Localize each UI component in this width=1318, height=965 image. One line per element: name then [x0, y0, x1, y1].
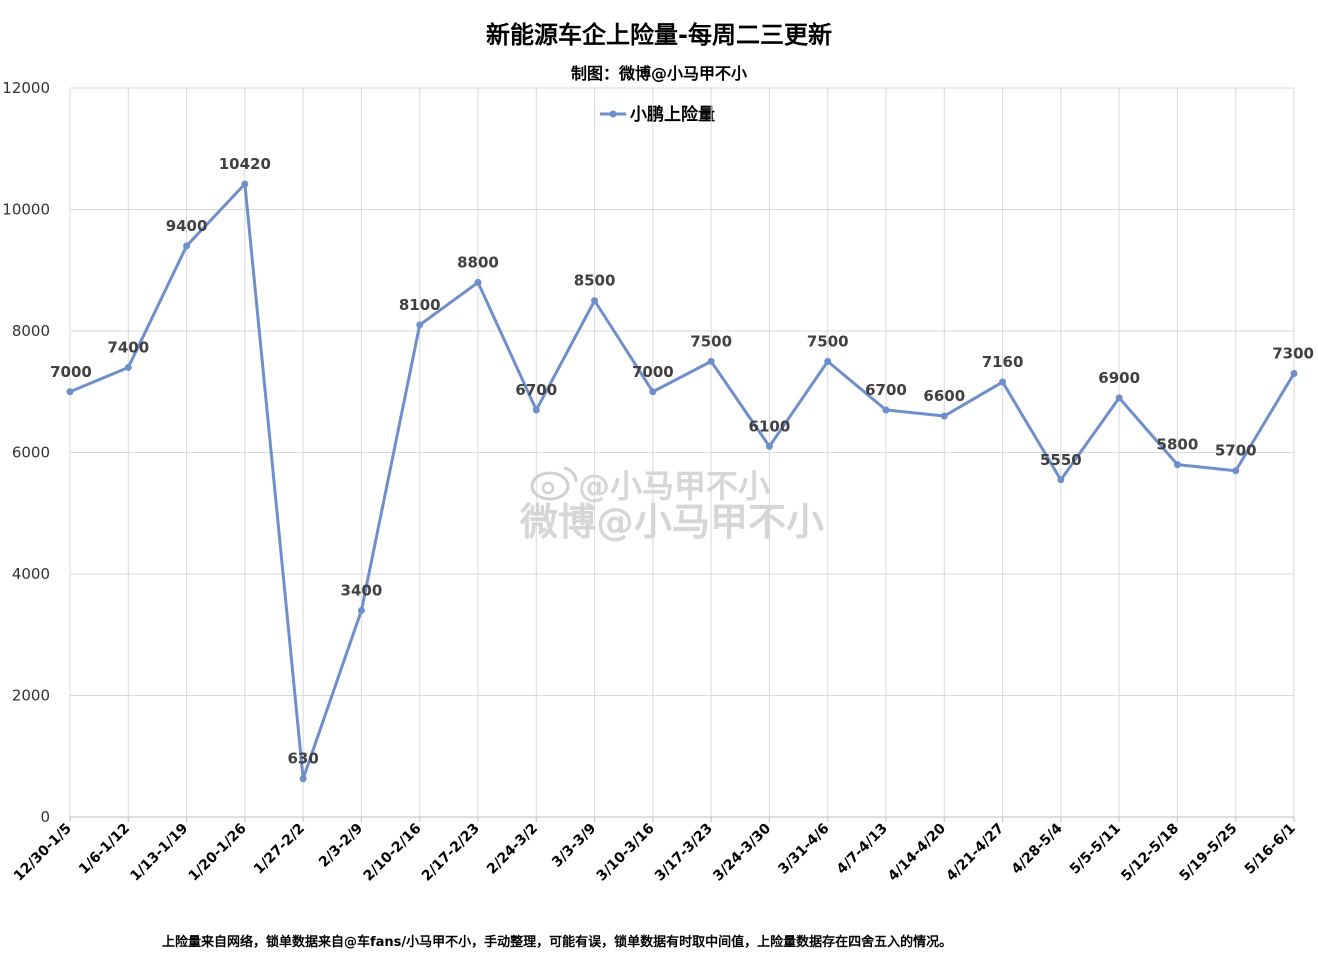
data-label: 6700	[515, 381, 557, 399]
x-tick-label: 5/5-5/11	[1067, 821, 1124, 878]
x-tick-label: 12/30-1/5	[11, 821, 75, 885]
data-label: 7500	[807, 332, 849, 350]
data-label: 7000	[50, 363, 92, 381]
x-tick-label: 3/10-3/16	[594, 821, 658, 885]
data-point	[299, 775, 307, 783]
data-label: 6700	[865, 381, 907, 399]
x-tick-label: 3/31-4/6	[775, 821, 832, 878]
data-label: 6100	[749, 417, 791, 435]
watermark-line-1: @小马甲不小	[578, 467, 770, 505]
data-point	[999, 378, 1007, 386]
gridlines	[69, 87, 1295, 817]
y-axis-ticks: 0 2000 4000 6000 8000 10000 12000	[2, 79, 50, 826]
y-tick-label: 12000	[2, 79, 50, 97]
y-tick-label: 6000	[12, 444, 50, 462]
x-tick-label: 5/16-6/1	[1242, 821, 1299, 878]
chart-subtitle: 制图：微博@小马甲不小	[571, 64, 747, 83]
x-tick-label: 5/12-5/18	[1118, 821, 1182, 885]
y-tick-label: 2000	[12, 687, 50, 705]
data-label: 8800	[457, 253, 499, 271]
x-tick-label: 2/3-2/9	[316, 821, 366, 871]
data-point	[183, 242, 191, 250]
x-tick-label: 4/7-4/13	[834, 821, 891, 878]
x-tick-label: 1/20-1/26	[186, 821, 250, 885]
watermark: @小马甲不小 微博@小马甲不小	[519, 466, 824, 544]
data-point	[940, 412, 948, 420]
data-point	[124, 363, 132, 371]
data-point	[1173, 461, 1181, 469]
data-label: 7160	[982, 353, 1024, 371]
data-label: 630	[287, 750, 318, 768]
x-tick-label: 1/6-1/12	[76, 821, 133, 878]
x-tick-label: 4/28-5/4	[1009, 820, 1066, 877]
data-label: 5700	[1215, 442, 1257, 460]
data-label: 6600	[923, 387, 965, 405]
data-point	[765, 442, 773, 450]
legend-label: 小鹏上险量	[630, 104, 715, 125]
data-point	[1115, 394, 1123, 402]
data-point	[416, 321, 424, 329]
x-tick-label: 4/14-4/20	[885, 820, 949, 884]
x-tick-label: 1/13-1/19	[127, 821, 191, 885]
data-label: 7000	[632, 363, 674, 381]
data-label: 3400	[341, 581, 383, 599]
data-label: 5800	[1157, 436, 1199, 454]
legend: 小鹏上险量	[600, 104, 715, 125]
data-label: 7300	[1272, 345, 1314, 363]
chart-title: 新能源车企上险量-每周二三更新	[486, 21, 832, 49]
data-point	[1290, 370, 1298, 378]
y-tick-label: 8000	[12, 322, 50, 340]
data-point	[649, 388, 657, 396]
legend-marker	[609, 110, 617, 118]
x-tick-label: 2/17-2/23	[419, 821, 483, 885]
x-tick-label: 3/3-3/9	[549, 821, 599, 871]
y-tick-label: 0	[40, 808, 50, 826]
footnote: 上险量来自网络，锁单数据来自@车fans/小马甲不小，手动整理，可能有误，锁单数…	[162, 934, 952, 950]
data-label: 7400	[107, 338, 149, 356]
data-label: 6900	[1098, 369, 1140, 387]
data-point	[66, 388, 74, 396]
x-tick-label: 3/17-3/23	[652, 821, 716, 885]
y-tick-label: 10000	[2, 201, 50, 219]
data-point	[241, 180, 249, 188]
data-label: 7500	[690, 332, 732, 350]
x-tick-label: 5/19-5/25	[1177, 821, 1241, 885]
y-tick-label: 4000	[12, 565, 50, 583]
x-tick-label: 2/24-3/2	[484, 821, 541, 878]
data-labels: 7000 7400 9400 10420 630 3400 8100 8800 6700 8500…	[50, 155, 1314, 768]
weibo-logo-icon	[530, 466, 578, 501]
data-label: 5550	[1040, 451, 1082, 469]
series-xiaopeng	[66, 180, 1298, 783]
x-axis-ticks: 12/30-1/5 1/6-1/121/13-1/191/20-1/26 1/27-…	[11, 817, 1299, 884]
watermark-line-2: 微博@小马甲不小	[519, 500, 824, 544]
x-tick-label: 4/21-4/27	[943, 821, 1007, 885]
x-tick-label: 3/24-3/30	[710, 820, 774, 884]
data-point	[882, 406, 890, 414]
x-tick-label: 1/27-2/2	[251, 821, 308, 878]
data-point	[532, 406, 540, 414]
data-point	[357, 606, 365, 614]
data-point	[591, 297, 599, 305]
x-tick-label: 2/10-2/16	[361, 821, 425, 885]
data-point	[1057, 476, 1065, 484]
data-point	[474, 278, 482, 286]
data-point	[824, 357, 832, 365]
data-label: 9400	[166, 217, 208, 235]
data-label: 8100	[399, 296, 441, 314]
data-label: 10420	[219, 155, 271, 173]
data-point	[1232, 467, 1240, 475]
data-label: 8500	[574, 272, 616, 290]
data-point	[707, 357, 715, 365]
series-line	[69, 182, 1296, 781]
